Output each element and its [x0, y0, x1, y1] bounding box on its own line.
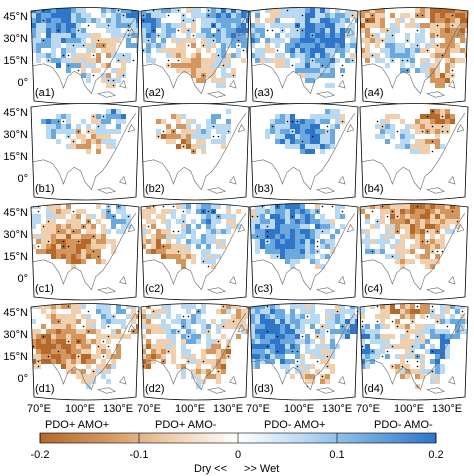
- lat-label: 0°: [17, 273, 28, 285]
- column-title: PDO+ AMO-: [155, 419, 217, 431]
- lat-label: 30°N: [3, 129, 28, 141]
- grid-cells: [31, 304, 139, 389]
- panel-label: (a1): [35, 87, 55, 99]
- grid-cells: [31, 204, 131, 269]
- map-panel-c2: (c2): [140, 203, 250, 301]
- lat-label: 0°: [17, 173, 28, 185]
- panel-label: (d3): [254, 383, 274, 395]
- panel-label: (c4): [364, 283, 383, 295]
- grid-cells: [141, 204, 241, 269]
- lat-label: 45°N: [3, 11, 28, 23]
- map-panel-d4: (d4): [359, 303, 469, 401]
- lat-label: 15°N: [3, 151, 28, 163]
- panel-label: (d1): [35, 383, 55, 395]
- lat-label: 30°N: [3, 229, 28, 241]
- panel-label: (b1): [35, 183, 55, 195]
- lat-label: 15°N: [3, 351, 28, 363]
- grid-cells: [360, 8, 468, 88]
- grid-cells: [41, 109, 126, 154]
- map-panel-a4: (a4): [359, 7, 469, 105]
- lon-label: 130°E: [322, 403, 353, 415]
- grid-cells: [360, 304, 468, 389]
- lat-label: 30°N: [3, 33, 28, 45]
- colorbar-caption-wet: >> Wet: [244, 463, 280, 475]
- grid-cells: [260, 109, 345, 154]
- map-panel-a1: (a1): [30, 7, 140, 105]
- lat-label: 0°: [17, 77, 28, 89]
- panel-label: (c2): [145, 283, 164, 295]
- colorbar-tick-label: 0: [234, 449, 242, 461]
- map-panel-a2: (a2): [140, 7, 250, 105]
- lat-label: 45°N: [3, 207, 28, 219]
- lon-label: 100°E: [394, 403, 425, 415]
- map-panel-c3: (c3): [249, 203, 359, 301]
- grid-cells: [141, 8, 249, 88]
- lon-label: 70°E: [246, 403, 270, 415]
- lat-label: 45°N: [3, 307, 28, 319]
- map-panel-b4: (b4): [359, 103, 469, 201]
- map-panel-c4: (c4): [359, 203, 469, 301]
- lon-label: 130°E: [103, 403, 134, 415]
- lon-label: 100°E: [175, 403, 206, 415]
- lat-label: 15°N: [3, 55, 28, 67]
- column-title: PDO- AMO-: [374, 419, 433, 431]
- colorbar-caption-dry: Dry <<: [194, 463, 228, 475]
- lon-label: 70°E: [356, 403, 380, 415]
- map-panel-d2: (d2): [140, 303, 250, 401]
- lon-label: 130°E: [213, 403, 244, 415]
- map-panel-d1: (d1): [30, 303, 140, 401]
- panel-label: (a2): [145, 87, 165, 99]
- panel-label: (a3): [254, 87, 274, 99]
- grid-cells: [31, 8, 139, 88]
- map-panel-d3: (d3): [249, 303, 359, 401]
- panel-label: (d4): [364, 383, 384, 395]
- lat-label: 45°N: [3, 107, 28, 119]
- colorbar-tick-label: -0.1: [129, 449, 149, 461]
- lat-label: 0°: [17, 373, 28, 385]
- panel-label: (d2): [145, 383, 165, 395]
- map-panel-c1: (c1): [30, 203, 140, 301]
- grid-cells: [370, 109, 455, 154]
- lon-label: 100°E: [65, 403, 96, 415]
- lat-label: 15°N: [3, 251, 28, 263]
- lon-label: 70°E: [137, 403, 161, 415]
- column-title: PDO+ AMO+: [45, 419, 110, 431]
- panel-label: (c1): [35, 283, 54, 295]
- lon-label: 70°E: [27, 403, 51, 415]
- map-panel-b1: (b1): [30, 103, 140, 201]
- map-panel-a3: (a3): [249, 7, 359, 105]
- grid-cells: [250, 304, 358, 389]
- panel-label: (b3): [254, 183, 274, 195]
- lat-label: 30°N: [3, 329, 28, 341]
- lon-label: 100°E: [284, 403, 315, 415]
- grid-cells: [250, 204, 350, 269]
- panel-label: (c3): [254, 283, 273, 295]
- colorbar-tick-label: -0.2: [30, 449, 50, 461]
- colorbar-tick-label: 0.2: [428, 449, 444, 461]
- colorbar-tick-label: 0.1: [329, 449, 345, 461]
- grid-cells: [250, 8, 358, 88]
- map-panel-b3: (b3): [249, 103, 359, 201]
- panel-label: (b2): [145, 183, 165, 195]
- column-title: PDO- AMO+: [264, 419, 326, 431]
- map-panel-b2: (b2): [140, 103, 250, 201]
- panel-label: (a4): [364, 87, 384, 99]
- panel-label: (b4): [364, 183, 384, 195]
- grid-cells: [151, 109, 236, 154]
- grid-cells: [360, 204, 460, 269]
- lon-label: 130°E: [432, 403, 463, 415]
